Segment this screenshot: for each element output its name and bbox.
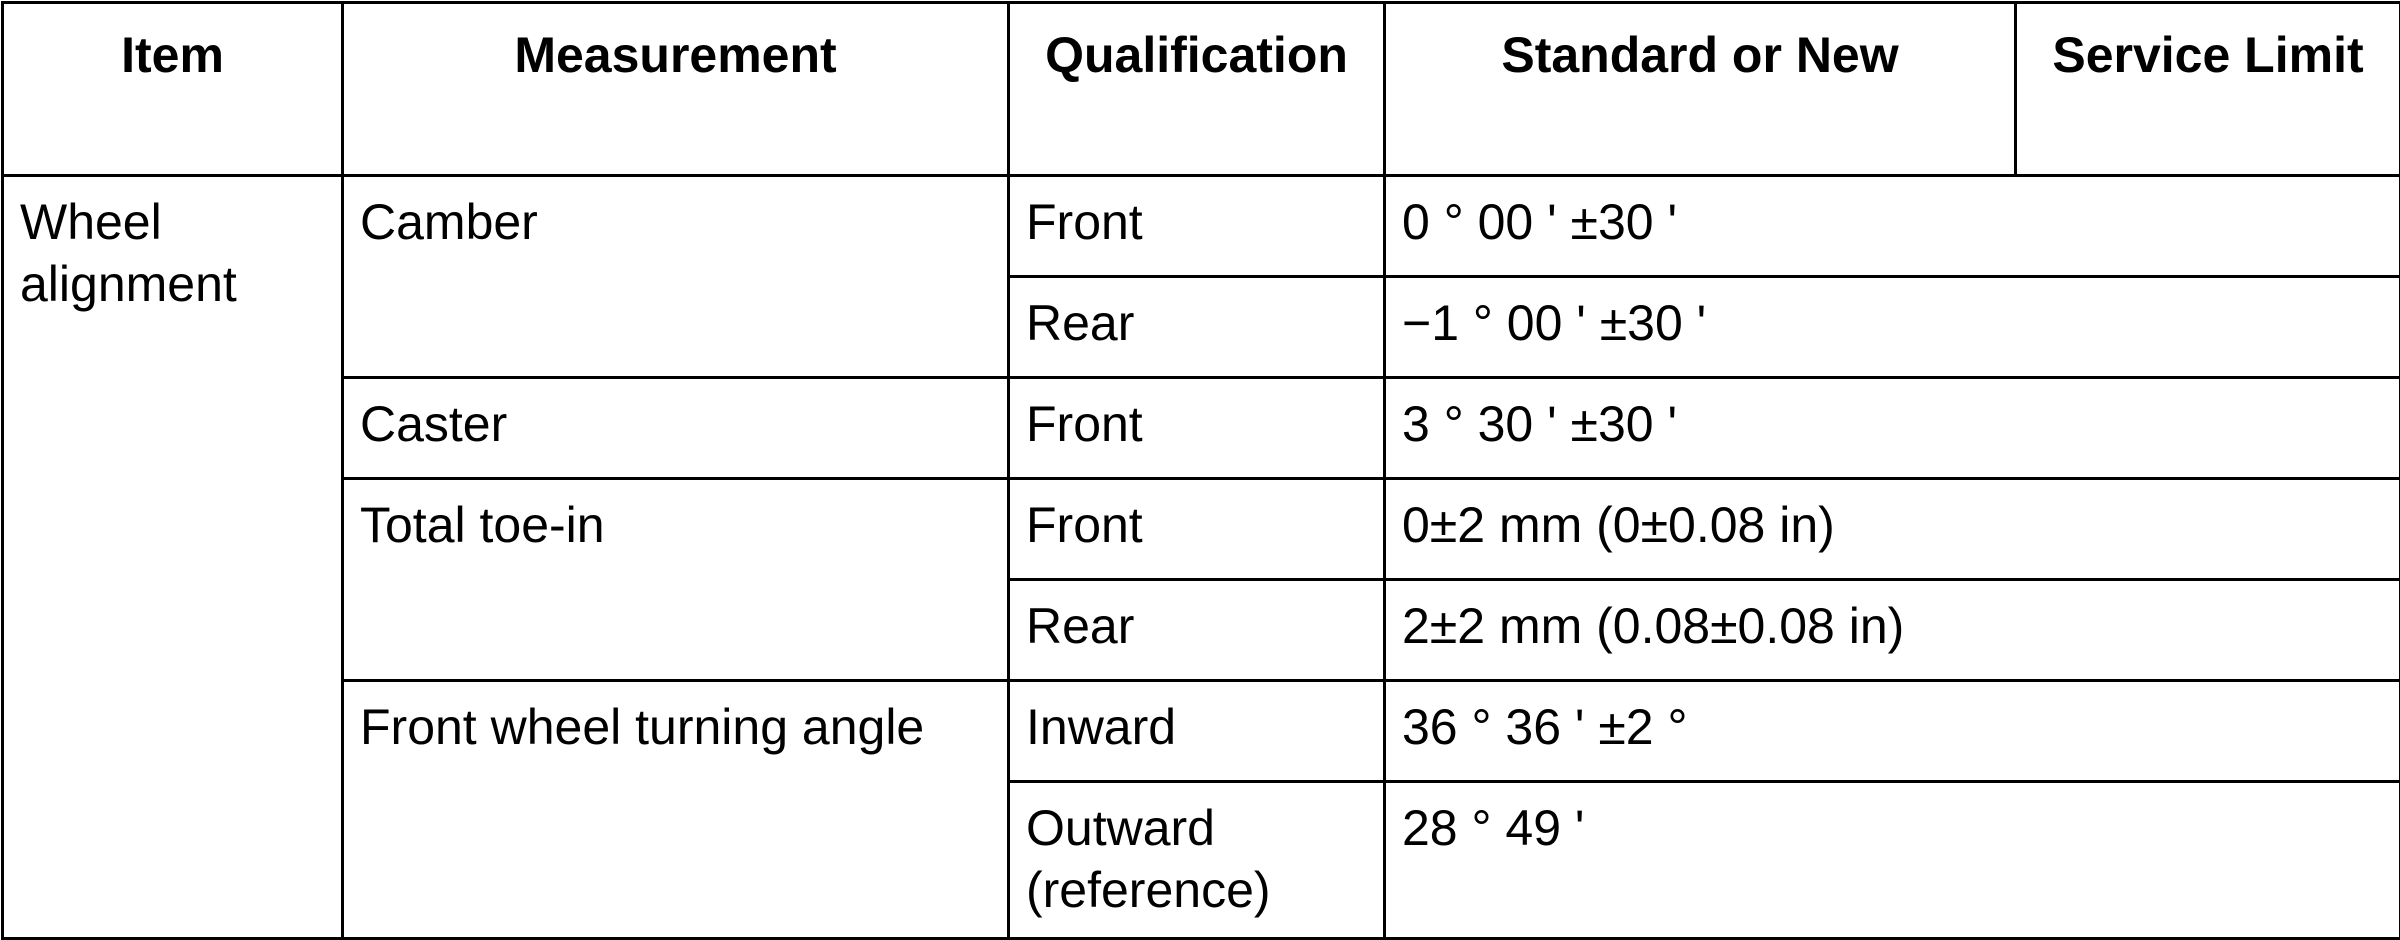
value-cell: 3 ° 30 ' ±30 ': [1385, 378, 2400, 479]
qualification-cell: Front: [1009, 378, 1385, 479]
qualification-cell: Inward: [1009, 681, 1385, 782]
table-row: Total toe-in Front 0±2 mm (0±0.08 in): [3, 479, 2400, 580]
header-qualification: Qualification: [1009, 3, 1385, 176]
qualification-cell: Rear: [1009, 580, 1385, 681]
measurement-caster: Caster: [343, 378, 1009, 479]
value-cell: 36 ° 36 ' ±2 °: [1385, 681, 2400, 782]
value-cell: 0±2 mm (0±0.08 in): [1385, 479, 2400, 580]
value-cell: 0 ° 00 ' ±30 ': [1385, 176, 2400, 277]
header-measurement: Measurement: [343, 3, 1009, 176]
value-cell: 2±2 mm (0.08±0.08 in): [1385, 580, 2400, 681]
item-cell: Wheel alignment: [3, 176, 343, 939]
header-service-limit: Service Limit: [2016, 3, 2400, 176]
qualification-cell: Front: [1009, 479, 1385, 580]
qualification-cell: Front: [1009, 176, 1385, 277]
header-item: Item: [3, 3, 343, 176]
header-standard: Standard or New: [1385, 3, 2016, 176]
measurement-toe-in: Total toe-in: [343, 479, 1009, 681]
measurement-camber: Camber: [343, 176, 1009, 378]
table-row: Front wheel turning angle Inward 36 ° 36…: [3, 681, 2400, 782]
qualification-cell: Outward (reference): [1009, 782, 1385, 939]
table-row: Wheel alignment Camber Front 0 ° 00 ' ±3…: [3, 176, 2400, 277]
measurement-turning-angle: Front wheel turning angle: [343, 681, 1009, 939]
qualification-cell: Rear: [1009, 277, 1385, 378]
table-row: Caster Front 3 ° 30 ' ±30 ': [3, 378, 2400, 479]
value-cell: −1 ° 00 ' ±30 ': [1385, 277, 2400, 378]
value-cell: 28 ° 49 ': [1385, 782, 2400, 939]
header-row: Item Measurement Qualification Standard …: [3, 3, 2400, 176]
